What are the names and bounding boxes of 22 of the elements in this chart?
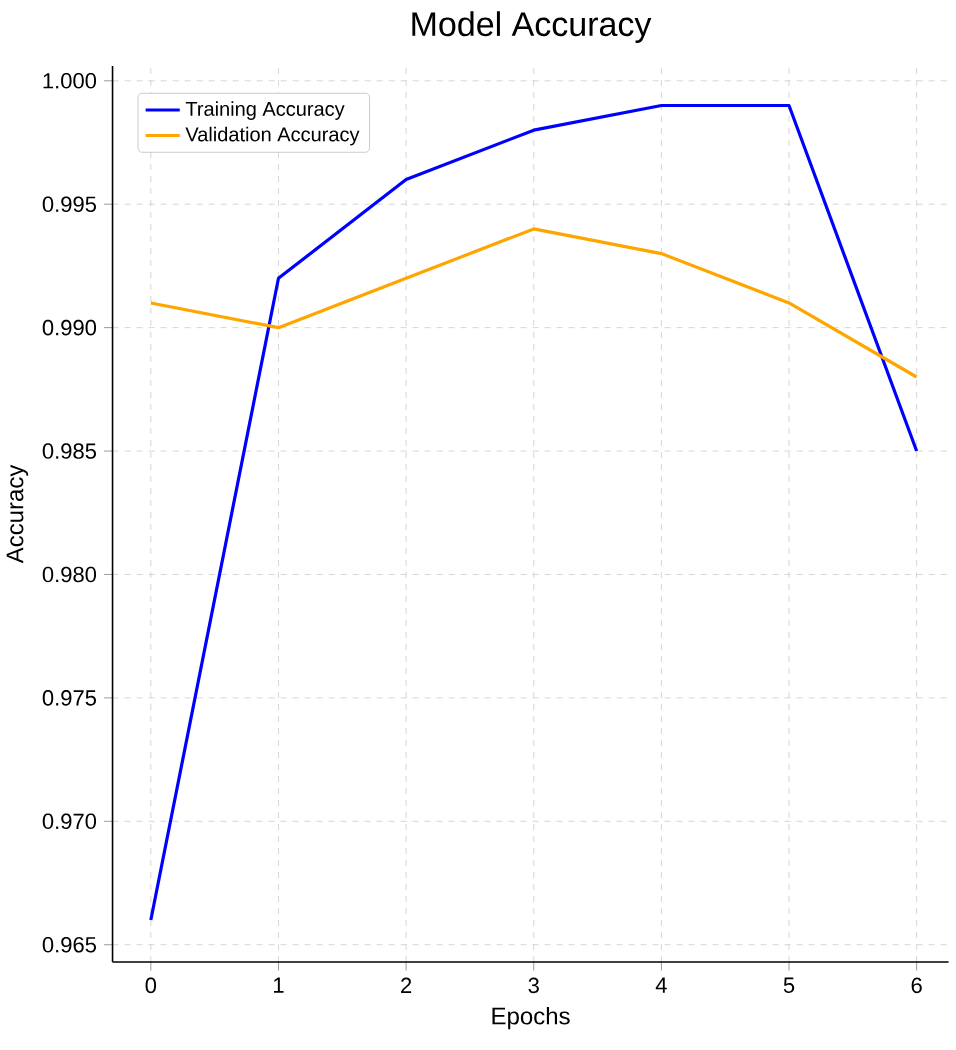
legend-label: Training Accuracy xyxy=(186,101,345,120)
line-series xyxy=(149,227,919,379)
y-axis-title: Accuracy xyxy=(6,464,29,564)
chart-title: Model Accuracy xyxy=(412,11,652,43)
x-axis-title: Epochs xyxy=(492,1006,570,1030)
x-tick-label: 4 xyxy=(655,977,668,993)
y-tick-label: 0.990 xyxy=(42,319,97,336)
line-series xyxy=(149,103,919,922)
y-tick-label: 0.970 xyxy=(42,813,97,830)
x-tick-label: 0 xyxy=(145,977,157,994)
x-tick-label: 5 xyxy=(783,977,795,993)
y-tick-label: 0.985 xyxy=(42,443,97,459)
y-tick-label: 0.975 xyxy=(42,690,97,706)
y-tick-label: 0.980 xyxy=(42,566,97,583)
legend-label: Validation Accuracy xyxy=(185,126,360,146)
y-tick-label: 0.995 xyxy=(42,196,97,213)
x-tick-label: 2 xyxy=(401,977,412,993)
x-tick-label: 1 xyxy=(274,977,284,993)
y-tick-label: 0.965 xyxy=(42,936,97,953)
x-tick-label: 3 xyxy=(528,977,540,994)
x-tick-label: 6 xyxy=(911,977,923,994)
y-tick-label: 1.000 xyxy=(43,73,97,89)
